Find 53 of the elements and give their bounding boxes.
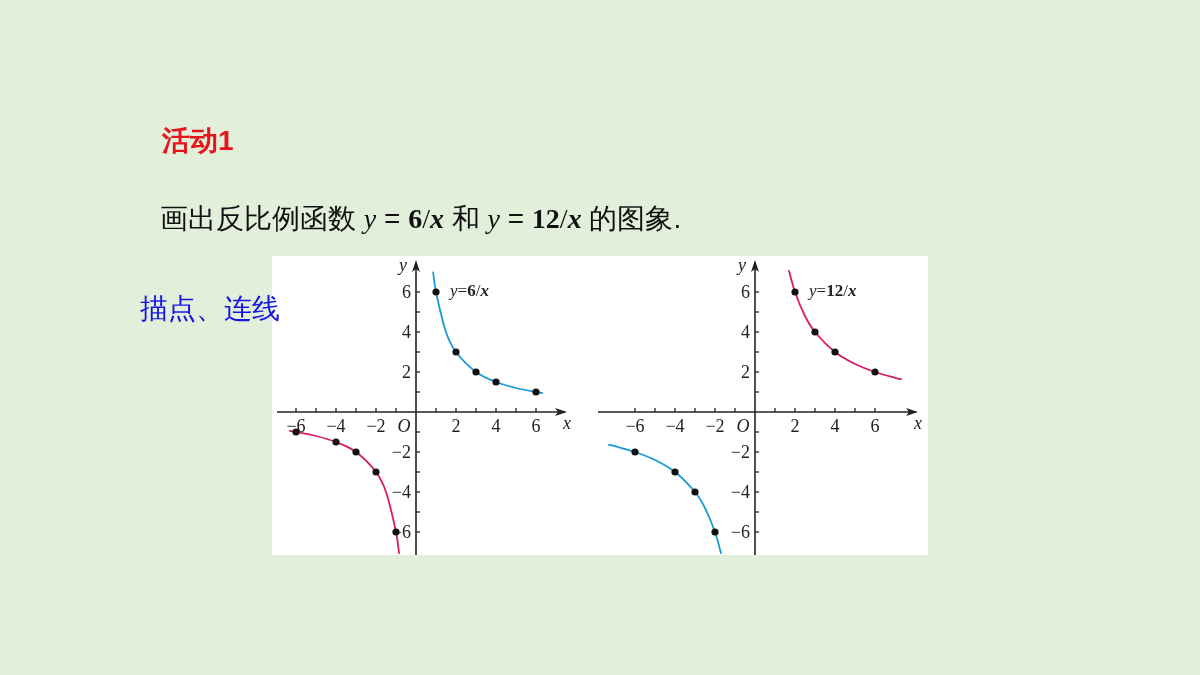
annotation: 描点、连线	[140, 293, 280, 324]
x-tick-label: −4	[326, 416, 346, 436]
point	[372, 468, 380, 476]
x-tick-label: −4	[665, 416, 685, 436]
y-tick-label: −4	[391, 482, 411, 502]
point	[532, 388, 540, 396]
point	[791, 288, 799, 296]
annotation: O	[736, 416, 750, 436]
y-tick-label: −4	[730, 482, 750, 502]
y-tick-label: 4	[402, 322, 411, 342]
x-tick-label: 6	[531, 416, 541, 436]
point	[352, 448, 360, 456]
x-tick-label: 2	[451, 416, 461, 436]
point	[871, 368, 879, 376]
y-tick-label: 6	[402, 282, 411, 302]
line-series	[788, 269, 902, 381]
y-tick-label: 6	[741, 282, 750, 302]
x-tick-label: 4	[491, 416, 501, 436]
series-label: y=6/x	[448, 281, 490, 300]
y-axis-title: y	[397, 255, 407, 275]
y-tick-label: −2	[730, 442, 750, 462]
point	[671, 468, 679, 476]
y-tick-label: 2	[402, 362, 411, 382]
point	[492, 378, 500, 386]
text: 活动1	[161, 125, 234, 156]
x-tick-label: −6	[286, 416, 306, 436]
point	[711, 528, 719, 536]
x-tick-label: −2	[705, 416, 725, 436]
y-tick-label: 4	[741, 322, 750, 342]
point	[691, 488, 699, 496]
x-tick-label: −6	[625, 416, 645, 436]
point	[332, 438, 340, 446]
point	[631, 448, 639, 456]
x-tick-label: −2	[366, 416, 386, 436]
point	[831, 348, 839, 356]
line-series	[432, 271, 543, 394]
y-tick-label: −2	[391, 442, 411, 462]
annotation: O	[397, 416, 411, 436]
series-label: y=12/x	[807, 281, 857, 300]
y-tick-label: 2	[741, 362, 750, 382]
x-axis-title: x	[562, 413, 571, 433]
point	[432, 288, 440, 296]
chart-title: 画出反比例函数 y = 6/x 和 y = 12/x 的图象.	[160, 203, 682, 234]
y-axis-title: y	[736, 255, 746, 275]
x-tick-label: 2	[790, 416, 800, 436]
point	[472, 368, 480, 376]
x-tick-label: 6	[870, 416, 880, 436]
x-tick-label: 4	[830, 416, 840, 436]
x-axis-title: x	[913, 413, 922, 433]
line-series	[608, 443, 722, 555]
point	[452, 348, 460, 356]
y-tick-label: −6	[730, 522, 750, 542]
point	[811, 328, 819, 336]
